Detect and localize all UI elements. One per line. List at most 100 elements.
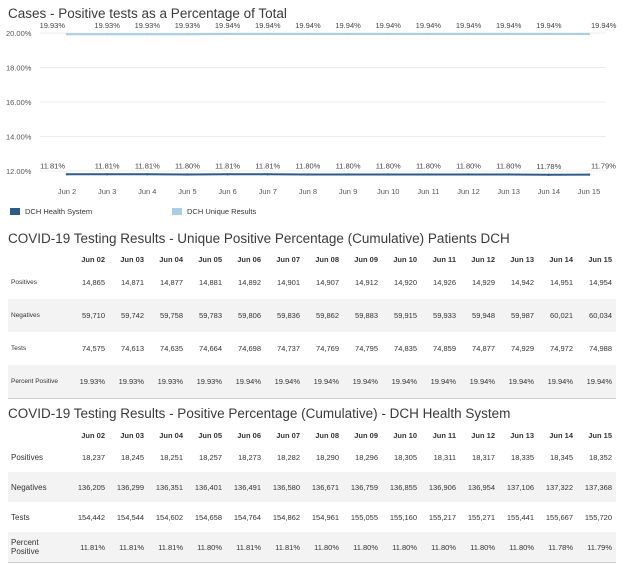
y-tick-label: 20.00% [6,29,32,38]
data-label: 19.93% [175,21,201,30]
table-cell: 155,055 [350,512,378,522]
x-tick-label: Jun 15 [578,187,601,196]
data-label: 19.94% [215,21,241,30]
table-cell: 155,217 [428,512,456,522]
data-point [587,173,591,176]
table-cell: 19.93% [187,365,226,399]
legend-item-health-system[interactable]: DCH Health System [10,207,92,216]
table-cell: 60,034 [577,299,616,332]
column-header: Jun 02 [81,254,105,264]
table-cell: 19.94% [226,365,265,399]
data-label: 11.80% [456,161,481,170]
table2-title: COVID-19 Testing Results - Positive Perc… [8,406,511,421]
table-cell: 11.81% [265,532,304,563]
table-cell: 136,580 [265,472,304,502]
table-cell: 14,951 [550,278,573,287]
table-cell: 74,698 [238,344,261,353]
data-point [547,32,551,36]
column-header: Jun 07 [276,254,300,264]
table-row: Negatives 59,710 59,742 59,758 59,783 59,806 5… [8,299,616,332]
data-point [547,173,551,176]
row-label: Positives [11,452,44,462]
table-cell: 14,954 [589,278,612,287]
table-cell: 11.80% [421,532,460,563]
x-tick-label: Jun 5 [178,187,196,196]
x-tick-label: Jun 3 [98,187,116,196]
row-label: Negatives [8,299,70,332]
column-header: Jun 08 [315,254,339,264]
legend-item-unique-results[interactable]: DCH Unique Results [172,207,256,216]
table-cell: 59,933 [421,299,460,332]
table-cell: 136,401 [187,472,226,502]
data-label: 11.80% [416,161,441,170]
table-cell: 154,442 [77,512,105,522]
data-label: 11.81% [255,161,280,170]
data-label: 11.80% [175,161,200,170]
x-tick-label: Jun 6 [218,187,236,196]
table-cell: 19.93% [148,365,187,399]
table-cell: 18,311 [433,452,456,462]
health-system-table: Jun 02 Jun 03 Jun 04 Jun 05 Jun 06 Jun 07 Jun … [8,428,616,563]
column-header: Jun 03 [120,254,144,264]
table-cell: 136,491 [226,472,265,502]
table-cell: 18,257 [199,452,222,462]
table-cell: 155,160 [389,512,417,522]
table-cell: 18,335 [511,452,534,462]
x-tick-label: Jun 9 [339,187,357,196]
table-cell: 18,282 [277,452,300,462]
table-cell: 19.94% [421,365,460,399]
table-cell: 19.94% [343,365,382,399]
column-header: Jun 06 [237,430,261,440]
row-label: Tests [11,345,27,352]
y-tick-label: 12.00% [6,167,32,176]
data-point [427,173,430,176]
data-label: 19.93% [135,21,161,30]
data-point [507,32,510,36]
table-row: Positives 14,865 14,871 14,877 14,881 14,892 1… [8,266,616,299]
table-cell: 11.80% [187,532,226,563]
data-point [146,173,149,176]
row-label: Negatives [8,472,70,502]
table-cell: 74,972 [550,344,573,353]
table-cell: 155,271 [467,512,495,522]
data-point [105,33,109,36]
row-label: Positives [11,279,38,286]
data-label: 19.94% [295,21,321,30]
y-tick-label: 14.00% [6,133,32,142]
table-header-row: Jun 02 Jun 03 Jun 04 Jun 05 Jun 06 Jun 07 Jun … [8,252,616,266]
table-cell: 154,658 [194,512,222,522]
data-point [306,32,310,36]
table-cell: 136,855 [382,472,421,502]
data-label: 19.94% [255,21,281,30]
column-header: Jun 06 [237,254,261,264]
column-header: Jun 07 [276,430,300,440]
table-cell: 59,883 [343,299,382,332]
row-label: Percent Positive [8,532,70,563]
table-cell: 11.81% [226,532,265,563]
x-tick-label: Jun 13 [497,187,520,196]
table-header-row: Jun 02 Jun 03 Jun 04 Jun 05 Jun 06 Jun 07 Jun … [8,428,616,442]
x-tick-label: Jun 11 [417,187,439,196]
data-point [387,173,390,176]
table-cell: 74,664 [199,344,222,353]
table-cell: 154,544 [116,512,144,522]
table-cell: 136,205 [70,472,109,502]
column-header: Jun 10 [393,254,417,264]
table-cell: 18,305 [394,452,417,462]
line-chart: 20.00% 18.00% 16.00% 14.00% 12.00% Jun 2 Jun 3… [6,21,617,196]
table-row: Tests 74,575 74,613 74,635 74,664 74,698 74,73… [8,332,616,365]
legend-label-health-system: DCH Health System [25,207,93,216]
table-cell: 74,575 [82,344,105,353]
legend-label-unique-results: DCH Unique Results [187,207,257,216]
data-point [346,32,350,36]
data-point [266,32,269,36]
column-header: Jun 03 [120,430,144,440]
table-cell: 59,948 [460,299,499,332]
table-cell: 154,961 [311,512,339,522]
table-cell: 59,806 [226,299,265,332]
table-row: Tests 154,442 154,544 154,602 154,658 154,764… [8,502,616,532]
table-cell: 59,783 [187,299,226,332]
data-label: 19.94% [536,21,562,30]
table-cell: 11.81% [109,532,148,563]
table-cell: 59,742 [109,299,148,332]
